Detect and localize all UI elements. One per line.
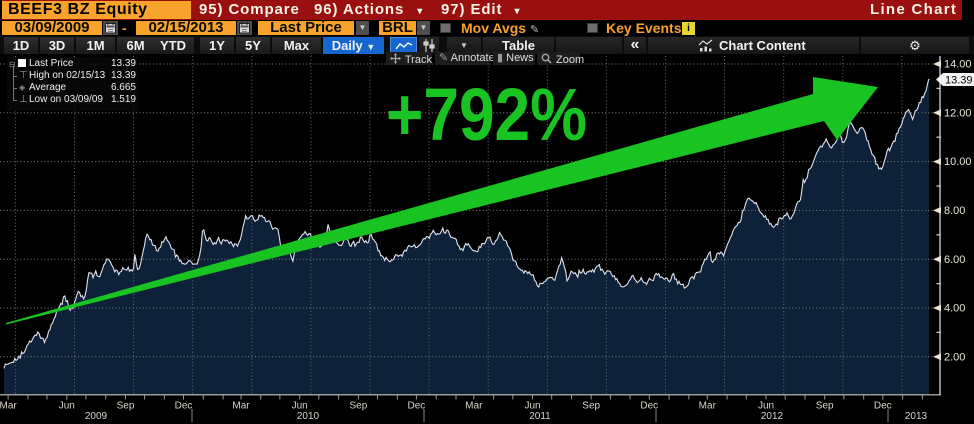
svg-text:Jun: Jun <box>524 401 540 412</box>
svg-text:+792%: +792% <box>386 73 587 156</box>
svg-text:Sep: Sep <box>117 401 135 412</box>
svg-text:Mar: Mar <box>699 401 717 412</box>
svg-text:Mar: Mar <box>465 401 483 412</box>
svg-text:Jun: Jun <box>59 401 75 412</box>
svg-text:8.00: 8.00 <box>944 205 965 217</box>
svg-text:2013: 2013 <box>905 411 928 422</box>
svg-text:Mar: Mar <box>232 401 250 412</box>
svg-text:Sep: Sep <box>350 401 368 412</box>
svg-text:Jun: Jun <box>758 401 774 412</box>
svg-text:6.00: 6.00 <box>944 254 965 266</box>
svg-text:Dec: Dec <box>874 401 892 412</box>
svg-text:4.00: 4.00 <box>944 303 965 315</box>
svg-text:Dec: Dec <box>640 401 658 412</box>
svg-text:13.39: 13.39 <box>945 75 973 87</box>
svg-text:12.00: 12.00 <box>944 107 972 119</box>
svg-text:Sep: Sep <box>582 401 600 412</box>
svg-text:Sep: Sep <box>816 401 834 412</box>
svg-text:2009: 2009 <box>85 411 108 422</box>
svg-text:2012: 2012 <box>761 411 784 422</box>
svg-text:Dec: Dec <box>175 401 193 412</box>
svg-text:2.00: 2.00 <box>944 351 965 363</box>
svg-text:Dec: Dec <box>408 401 426 412</box>
svg-text:Jun: Jun <box>292 401 308 412</box>
svg-text:2010: 2010 <box>297 411 320 422</box>
svg-text:2011: 2011 <box>529 411 551 422</box>
svg-text:10.00: 10.00 <box>944 156 972 168</box>
svg-text:14.00: 14.00 <box>944 59 972 71</box>
svg-text:Mar: Mar <box>0 401 17 412</box>
